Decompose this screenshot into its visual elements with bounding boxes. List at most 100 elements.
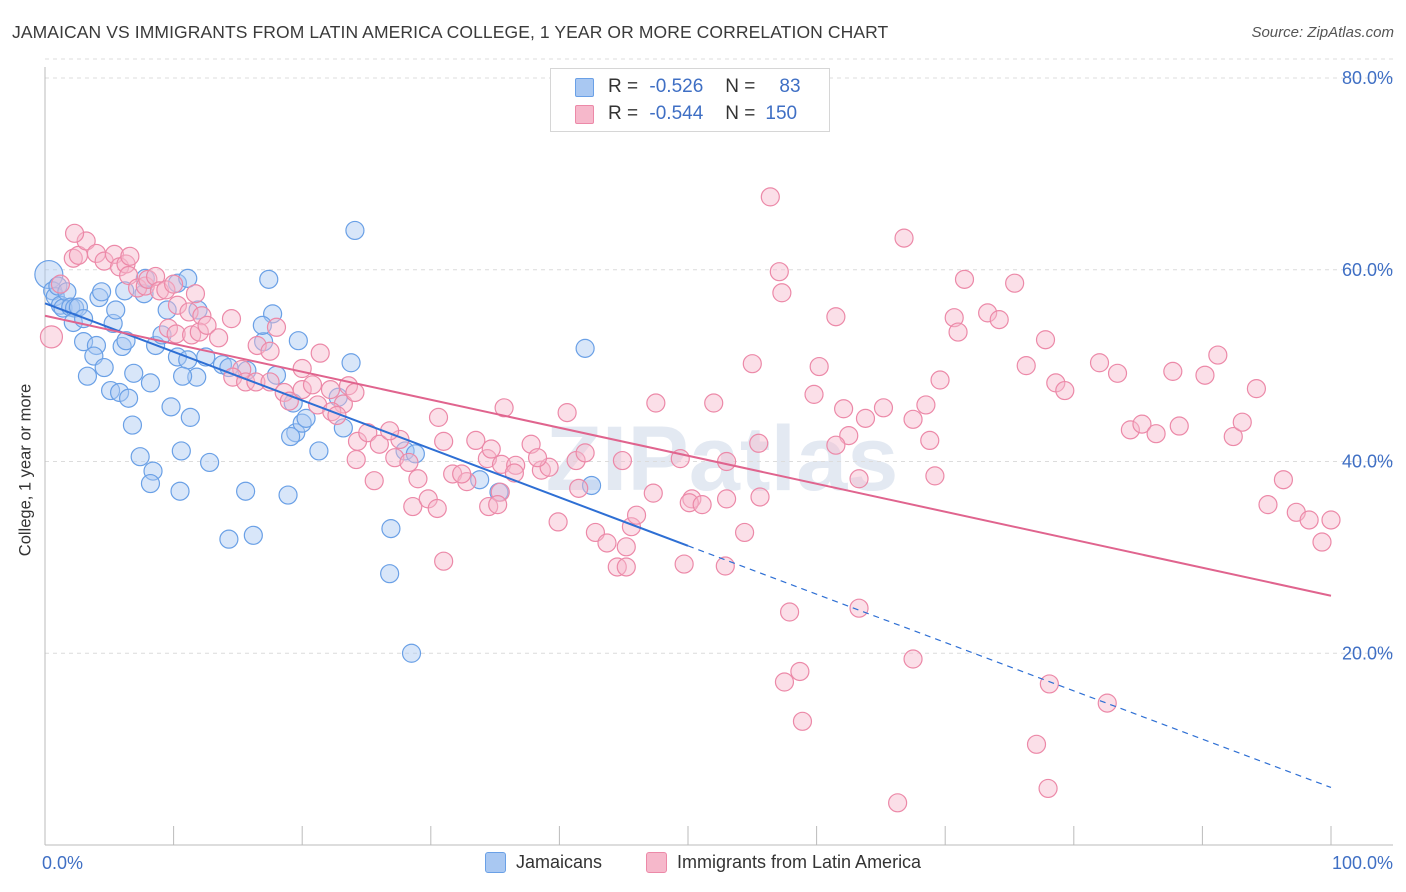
series-legend: Jamaicans Immigrants from Latin America [0,852,1406,878]
latin-america-point [138,269,158,289]
latin-america-point [120,246,140,266]
latin-america-point [1038,778,1058,799]
jamaicans-point [57,282,77,302]
latin-america-point [792,711,813,731]
latin-america-point [925,466,945,486]
latin-america-point [948,322,968,342]
latin-america-point [527,448,548,468]
y-tick-label: 60.0% [1342,260,1393,280]
latin-america-point [345,382,365,403]
latin-america-point [715,556,735,576]
jamaicans-point [296,408,316,428]
jamaicans-point [200,452,220,473]
latin-america-point [63,248,83,268]
legend-swatch-latin-america [575,104,594,124]
legend-r-label: R = [608,103,639,124]
latin-america-point [310,343,330,363]
latin-america-point [531,460,551,480]
chart-title: JAMAICAN VS IMMIGRANTS FROM LATIN AMERIC… [12,22,889,42]
latin-america-point [716,489,737,509]
legend-r-value: -0.526 [649,76,704,97]
latin-america-point [197,315,217,335]
latin-america-point [1120,420,1140,440]
latin-america-point [182,325,202,345]
legend-n-label: N = [725,76,756,97]
latin-america-point [1039,674,1059,694]
latin-america-point [1107,363,1128,383]
latin-america-point [742,354,762,374]
latin-america-point [643,483,663,503]
latin-america-point [428,407,449,427]
legend-r-value: -0.544 [649,103,704,124]
latin-america-point [1097,693,1117,713]
latin-america-point [504,463,524,483]
latin-america-point [1169,416,1189,436]
latin-america-point [292,358,312,379]
latin-america-point [385,448,405,468]
latin-america-point [809,356,829,377]
latin-america-point [192,306,212,326]
latin-america-point [434,551,454,571]
latin-america-point [916,395,936,415]
latin-america-point [769,262,789,282]
latin-america-point [1208,345,1228,365]
jamaicans-point [381,519,401,539]
latin-america-point [50,274,71,294]
jamaicans-point [118,388,139,408]
latin-america-point [646,393,666,413]
latin-america-point [1132,414,1152,434]
latin-america-point [704,393,724,413]
latin-america-point [855,408,876,428]
latin-america-point [834,399,854,419]
jamaicans-point [288,331,308,351]
latin-america-point [158,318,179,338]
jamaicans-point [380,564,400,584]
latin-america-point [1223,426,1243,447]
jamaicans-point [259,269,279,289]
y-tick-label: 40.0% [1342,452,1393,472]
jamaicans-point [140,473,161,494]
latin-america-point [358,423,378,443]
jamaicans-point [278,485,298,505]
jamaicans-point [170,481,190,501]
latin-america-point [189,322,209,342]
jamaicans-point [286,423,306,443]
jamaicans-point [143,461,163,481]
jamaicans-point [236,481,256,501]
jamaicans-point [130,447,150,467]
latin-america-point [1258,495,1278,515]
latin-america-point [674,554,694,574]
legend-r-label: R = [608,76,639,97]
jamaicans-point [122,415,143,435]
jamaicans-point [187,367,207,387]
latin-america-point [612,450,633,471]
latin-america-point [364,471,384,491]
jamaicans-point [309,441,329,461]
jamaicans-point [161,397,181,417]
latin-america-point [692,495,712,515]
latin-america-point [734,522,755,543]
legend-n-value: 83 [779,76,801,97]
latin-america-point [548,512,568,532]
series-legend-latin-america: Immigrants from Latin America [646,852,921,873]
latin-america-point [369,434,389,454]
latin-america-point [145,266,166,287]
latin-america-trendline [44,314,1332,597]
latin-america-point [490,482,510,502]
series-swatch-jamaicans [485,852,506,873]
latin-america-point [557,403,577,423]
latin-america-point [826,307,846,327]
jamaicans-point [281,426,301,447]
jamaicans-point [345,220,365,241]
latin-america-point [1026,734,1047,754]
latin-america-point [1005,273,1025,293]
jamaicans-point [94,357,114,378]
jamaicans-point [124,363,144,383]
latin-america-point [1321,510,1341,530]
jamaicans-point [341,353,361,373]
latin-america-point [260,341,280,361]
jamaicans-point [401,643,422,663]
latin-america-point [978,303,998,323]
latin-america-point [849,598,869,618]
latin-america-point [774,672,795,692]
